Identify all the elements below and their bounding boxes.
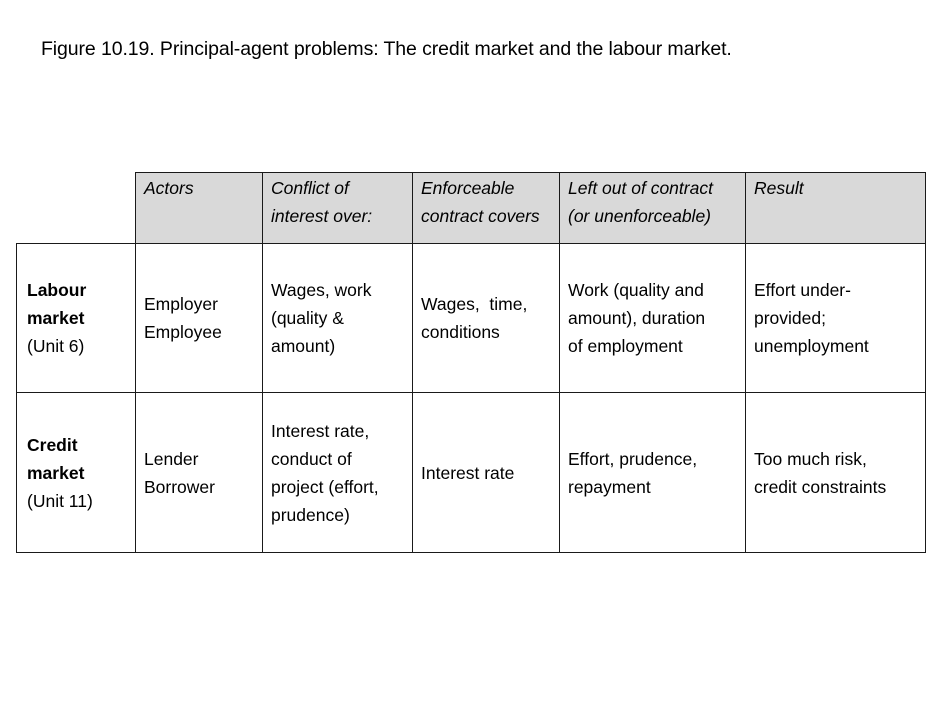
header-row: Actors Conflict of interest over: Enforc…	[16, 172, 926, 244]
column-header-left-out: Left out of contract (or unenforceable)	[559, 172, 746, 244]
cell-labour-result: Effort under- provided; unemployment	[745, 243, 926, 393]
column-header-enforceable: Enforceable contract covers	[412, 172, 560, 244]
cell-credit-actors: Lender Borrower	[135, 392, 263, 553]
cell-credit-result: Too much risk, credit constraints	[745, 392, 926, 553]
table-row-labour-market: Labour market (Unit 6) Employer Employee…	[16, 243, 926, 393]
cell-labour-conflict: Wages, work (quality & amount)	[262, 243, 413, 393]
cell-credit-conflict: Interest rate, conduct of project (effor…	[262, 392, 413, 553]
cell-labour-enforceable: Wages, time, conditions	[412, 243, 560, 393]
column-header-conflict: Conflict of interest over:	[262, 172, 413, 244]
row-header-labour: Labour market (Unit 6)	[16, 243, 136, 393]
cell-credit-left-out: Effort, prudence, repayment	[559, 392, 746, 553]
principal-agent-table: Actors Conflict of interest over: Enforc…	[16, 172, 926, 553]
column-header-result: Result	[745, 172, 926, 244]
corner-cell	[16, 172, 136, 244]
cell-labour-actors: Employer Employee	[135, 243, 263, 393]
cell-labour-left-out: Work (quality and amount), duration of e…	[559, 243, 746, 393]
column-header-actors: Actors	[135, 172, 263, 244]
table-row-credit-market: Credit market (Unit 11) Lender Borrower …	[16, 392, 926, 553]
figure-title: Figure 10.19. Principal-agent problems: …	[41, 38, 732, 60]
row-header-credit: Credit market (Unit 11)	[16, 392, 136, 553]
cell-credit-enforceable: Interest rate	[412, 392, 560, 553]
